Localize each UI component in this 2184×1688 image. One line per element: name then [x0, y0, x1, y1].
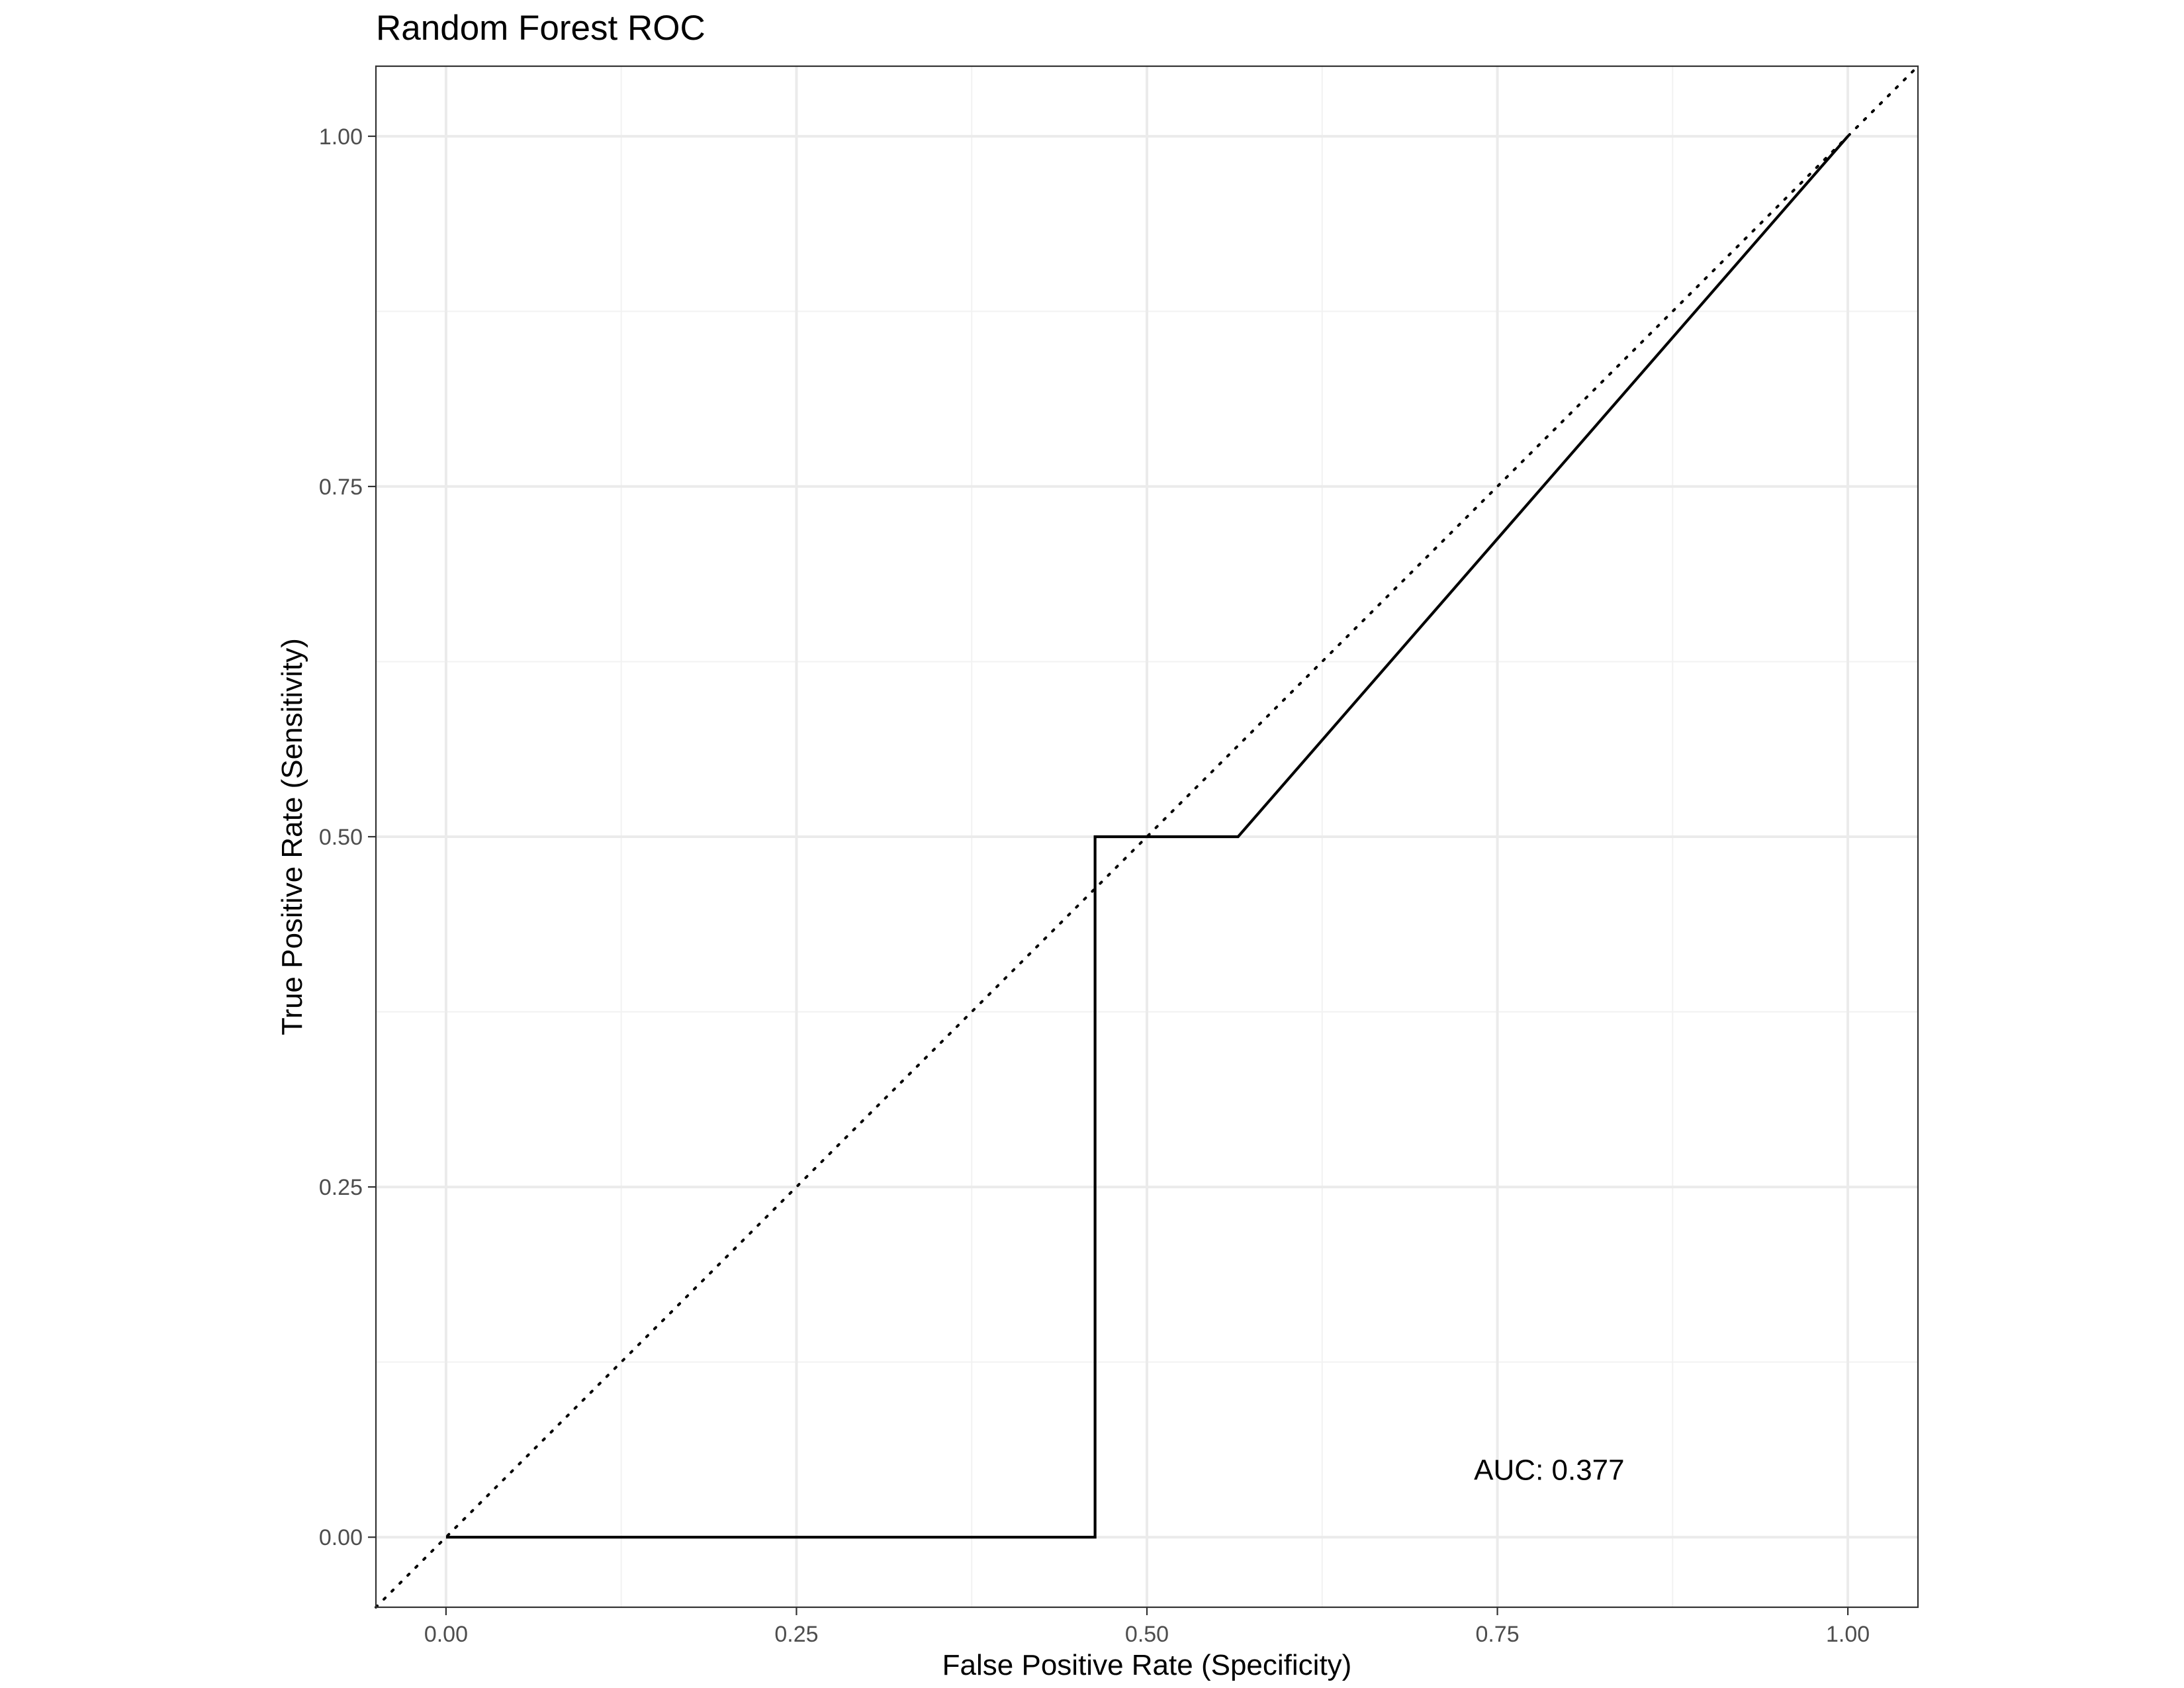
y-axis-title: True Positive Rate (Sensitivity) [276, 638, 308, 1035]
y-axis-ticks: 0.00 0.25 0.50 0.75 1.00 [319, 124, 376, 1550]
x-axis-ticks: 0.00 0.25 0.50 0.75 1.00 [424, 1607, 1870, 1647]
auc-annotation: AUC: 0.377 [1474, 1454, 1624, 1487]
reference-diagonal [375, 65, 1919, 1609]
roc-series [445, 135, 1849, 1539]
y-tick-label: 1.00 [319, 124, 363, 150]
y-tick-label: 0.00 [319, 1525, 363, 1550]
roc-curve-line-0 [445, 135, 1849, 1539]
x-tick-label: 0.00 [424, 1622, 468, 1647]
y-tick-label: 0.25 [319, 1175, 363, 1200]
x-axis-title: False Positive Rate (Specificity) [942, 1649, 1352, 1681]
reference-diagonal-line [375, 65, 1919, 1609]
x-tick-label: 1.00 [1826, 1622, 1870, 1647]
x-tick-label: 0.50 [1125, 1622, 1169, 1647]
chart-title: Random Forest ROC [376, 9, 705, 48]
y-tick-label: 0.50 [319, 825, 363, 850]
x-tick-label: 0.25 [774, 1622, 818, 1647]
y-tick-label: 0.75 [319, 475, 363, 500]
x-tick-label: 0.75 [1475, 1622, 1519, 1647]
